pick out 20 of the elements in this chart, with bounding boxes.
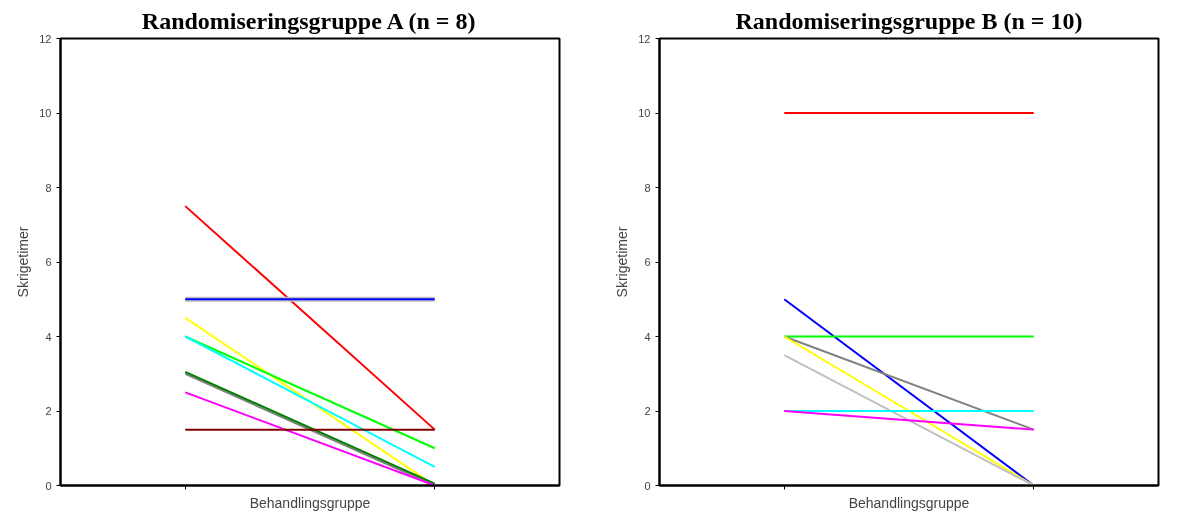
x-axis-title: Behandlingsgruppe [848,494,970,511]
x-axis-title: Behandlingsgruppe [249,494,371,511]
y-tick-label: 6 [45,256,52,268]
y-tick-label: 10 [39,107,52,119]
y-tick-label: 12 [638,32,651,45]
y-axis-title: Skrigetimer [15,226,32,298]
chart-title: Randomiseringsgruppe B (n = 10) [735,7,1083,34]
y-axis-title: Skrigetimer [614,226,631,298]
y-tick-label: 12 [39,32,52,45]
y-tick-label: 4 [45,330,52,343]
y-tick-label: 0 [644,479,651,492]
y-tick-label: 8 [644,181,651,194]
y-tick-label: 0 [45,479,52,492]
chart-title: Randomiseringsgruppe A (n = 8) [141,7,476,34]
y-tick-label: 8 [45,181,52,194]
y-tick-label: 6 [644,256,651,268]
y-tick-label: 10 [638,107,651,119]
y-tick-label: 2 [45,405,52,417]
y-tick-label: 4 [644,330,651,343]
y-tick-label: 2 [644,405,651,417]
